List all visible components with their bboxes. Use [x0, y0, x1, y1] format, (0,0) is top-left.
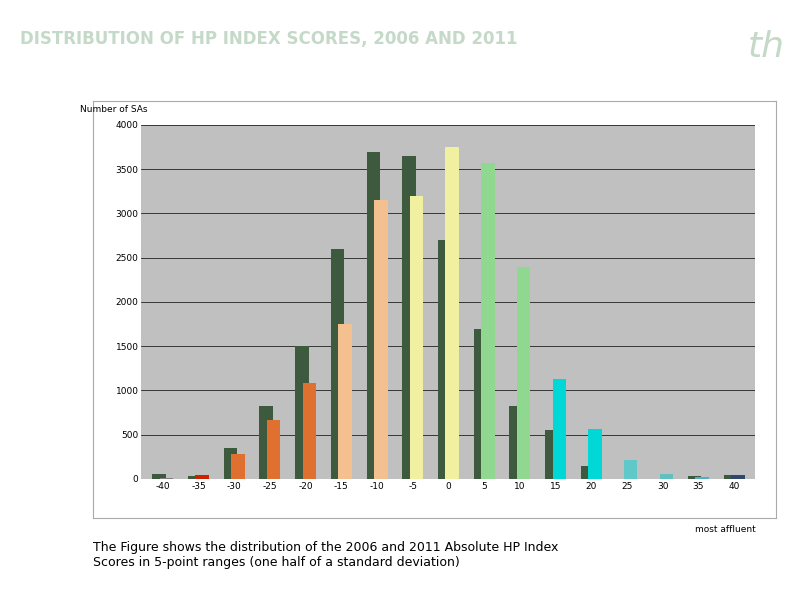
- Bar: [295, 346, 309, 479]
- Bar: [553, 379, 566, 479]
- Bar: [330, 249, 344, 479]
- Bar: [723, 475, 737, 479]
- Bar: [473, 328, 487, 479]
- Bar: [731, 475, 745, 479]
- Bar: [259, 406, 273, 479]
- Bar: [517, 267, 530, 479]
- Bar: [160, 478, 174, 479]
- Bar: [545, 430, 558, 479]
- Bar: [339, 324, 351, 479]
- Bar: [445, 147, 459, 479]
- Bar: [581, 466, 595, 479]
- Bar: [659, 474, 673, 479]
- Bar: [481, 163, 494, 479]
- Bar: [196, 475, 209, 479]
- Bar: [624, 459, 638, 479]
- Bar: [402, 156, 416, 479]
- Text: Number of SAs: Number of SAs: [80, 105, 148, 114]
- Bar: [374, 200, 388, 479]
- Text: The Figure shows the distribution of the 2006 and 2011 Absolute HP Index
Scores : The Figure shows the distribution of the…: [93, 541, 558, 569]
- Bar: [302, 383, 316, 479]
- Text: th: th: [747, 30, 785, 64]
- Bar: [688, 477, 701, 479]
- Bar: [438, 240, 452, 479]
- Bar: [188, 477, 201, 479]
- Text: DISTRIBUTION OF HP INDEX SCORES, 2006 AND 2011: DISTRIBUTION OF HP INDEX SCORES, 2006 AN…: [20, 30, 518, 48]
- Bar: [231, 454, 245, 479]
- Text: most affluent: most affluent: [695, 525, 755, 534]
- Bar: [224, 448, 238, 479]
- Bar: [509, 406, 523, 479]
- Bar: [152, 474, 166, 479]
- Bar: [367, 152, 380, 479]
- Bar: [410, 196, 423, 479]
- Bar: [588, 430, 602, 479]
- Bar: [696, 477, 709, 479]
- Bar: [267, 419, 280, 479]
